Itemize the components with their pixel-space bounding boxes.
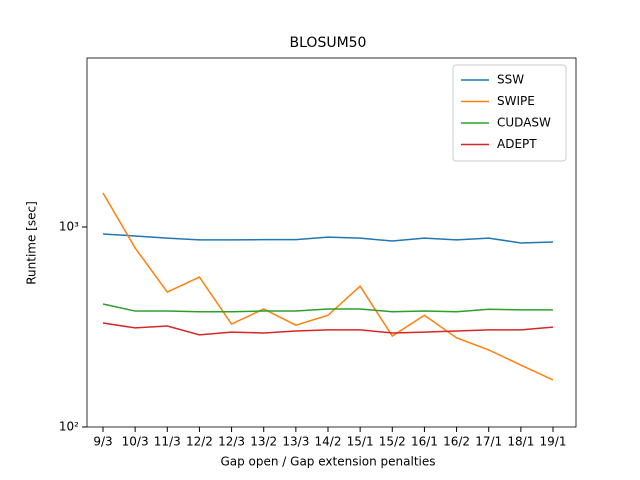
- x-tick-label: 15/2: [379, 435, 406, 449]
- legend-box: [452, 64, 567, 162]
- x-tick-label: 10/3: [122, 435, 149, 449]
- x-tick-label: 18/1: [507, 435, 534, 449]
- legend-label: SSW: [497, 73, 524, 87]
- plot-frame: [86, 57, 577, 428]
- x-tick-label: 12/2: [186, 435, 213, 449]
- series-line: [102, 303, 553, 313]
- series-line: [102, 192, 554, 381]
- x-tick-label: 19/1: [540, 435, 567, 449]
- chart-title: BLOSUM50: [290, 35, 367, 51]
- x-tick-label: 16/1: [411, 435, 438, 449]
- legend-label: ADEPT: [497, 137, 537, 151]
- x-tick-label: 16/2: [443, 435, 470, 449]
- x-tick-label: 14/2: [315, 435, 342, 449]
- x-axis-label: Gap open / Gap extension penalties: [220, 455, 435, 469]
- y-tick-label: 10²: [59, 420, 79, 434]
- legend-label: CUDASW: [497, 116, 551, 130]
- x-tick-label: 11/3: [154, 435, 181, 449]
- x-tick-label: 12/3: [218, 435, 245, 449]
- x-tick-label: 17/1: [475, 435, 502, 449]
- series-line: [102, 322, 554, 336]
- x-tick-label: 9/3: [93, 435, 112, 449]
- x-tick-label: 13/2: [250, 435, 277, 449]
- x-tick-label: 13/3: [282, 435, 309, 449]
- y-tick-label: 10³: [59, 220, 79, 234]
- legend-label: SWIPE: [497, 94, 535, 108]
- x-tick-label: 15/1: [347, 435, 374, 449]
- series-line: [102, 233, 554, 244]
- y-axis-label: Runtime [sec]: [25, 201, 39, 285]
